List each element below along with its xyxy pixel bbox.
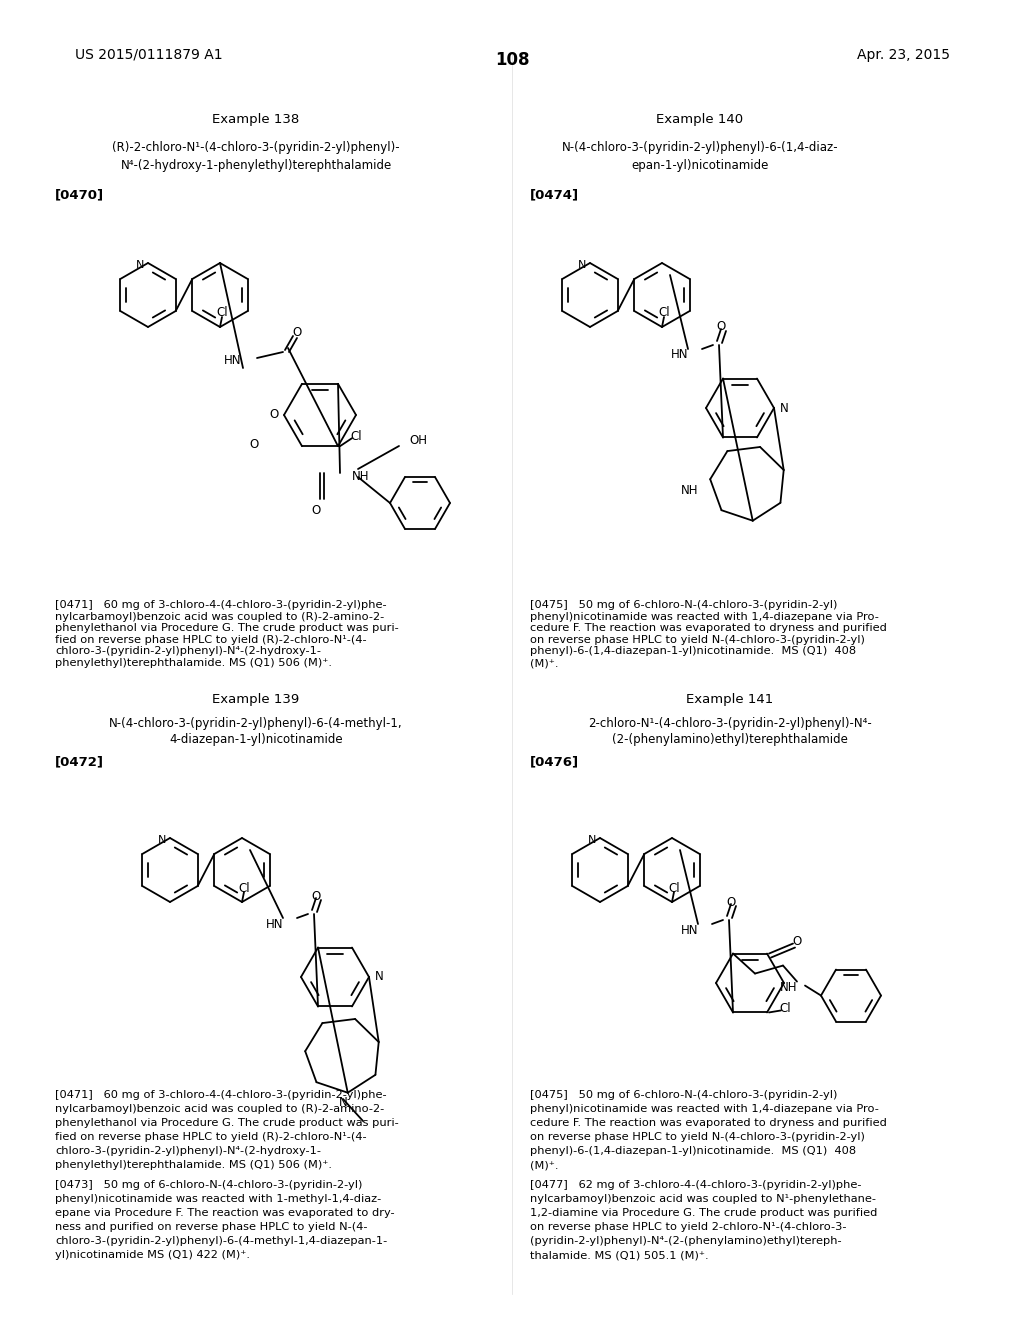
Text: N-(4-chloro-3-(pyridin-2-yl)phenyl)-6-(4-methyl-1,: N-(4-chloro-3-(pyridin-2-yl)phenyl)-6-(4… xyxy=(110,717,402,730)
Text: Example 141: Example 141 xyxy=(686,693,773,706)
Text: [0471]   60 mg of 3-chloro-4-(4-chloro-3-(pyridin-2-yl)phe-
nylcarbamoyl)benzoic: [0471] 60 mg of 3-chloro-4-(4-chloro-3-(… xyxy=(55,601,398,668)
Text: NH: NH xyxy=(681,484,698,498)
Text: [0475]   50 mg of 6-chloro-N-(4-chloro-3-(pyridin-2-yl)
phenyl)nicotinamide was : [0475] 50 mg of 6-chloro-N-(4-chloro-3-(… xyxy=(530,601,887,668)
Text: Example 139: Example 139 xyxy=(212,693,300,706)
Text: HN: HN xyxy=(681,924,698,936)
Text: Cl: Cl xyxy=(216,306,227,319)
Text: HN: HN xyxy=(671,348,688,362)
Text: O: O xyxy=(717,321,726,334)
Text: (2-(phenylamino)ethyl)terephthalamide: (2-(phenylamino)ethyl)terephthalamide xyxy=(612,734,848,747)
Text: N: N xyxy=(339,1097,347,1110)
Text: Example 140: Example 140 xyxy=(656,114,743,127)
Text: [0475]   50 mg of 6-chloro-N-(4-chloro-3-(pyridin-2-yl)
phenyl)nicotinamide was : [0475] 50 mg of 6-chloro-N-(4-chloro-3-(… xyxy=(530,1090,887,1170)
Text: (R)-2-chloro-N¹-(4-chloro-3-(pyridin-2-yl)phenyl)-: (R)-2-chloro-N¹-(4-chloro-3-(pyridin-2-y… xyxy=(113,141,399,154)
Text: [0471]   60 mg of 3-chloro-4-(4-chloro-3-(pyridin-2-yl)phe-
nylcarbamoyl)benzoic: [0471] 60 mg of 3-chloro-4-(4-chloro-3-(… xyxy=(55,1090,398,1170)
Text: [0476]: [0476] xyxy=(530,755,580,768)
Text: O: O xyxy=(269,408,279,421)
Text: N: N xyxy=(588,836,596,845)
Text: Cl: Cl xyxy=(350,430,361,442)
Text: N⁴-(2-hydroxy-1-phenylethyl)terephthalamide: N⁴-(2-hydroxy-1-phenylethyl)terephthalam… xyxy=(121,158,391,172)
Text: O: O xyxy=(250,438,259,451)
Text: Example 138: Example 138 xyxy=(212,114,300,127)
Text: [0474]: [0474] xyxy=(530,189,580,202)
Text: Cl: Cl xyxy=(239,882,250,895)
Text: Cl: Cl xyxy=(658,306,670,319)
Text: N: N xyxy=(158,836,166,845)
Text: HN: HN xyxy=(223,354,241,367)
Text: Cl: Cl xyxy=(779,1002,791,1015)
Text: [0472]: [0472] xyxy=(55,755,104,768)
Text: O: O xyxy=(793,935,802,948)
Text: [0477]   62 mg of 3-chloro-4-(4-chloro-3-(pyridin-2-yl)phe-
nylcarbamoyl)benzoic: [0477] 62 mg of 3-chloro-4-(4-chloro-3-(… xyxy=(530,1180,878,1261)
Text: O: O xyxy=(311,504,321,517)
Text: N: N xyxy=(136,260,144,271)
Text: NH: NH xyxy=(779,981,797,994)
Text: epan-1-yl)nicotinamide: epan-1-yl)nicotinamide xyxy=(632,158,769,172)
Text: O: O xyxy=(293,326,302,338)
Text: NH: NH xyxy=(352,470,370,483)
Text: 2-chloro-N¹-(4-chloro-3-(pyridin-2-yl)phenyl)-N⁴-: 2-chloro-N¹-(4-chloro-3-(pyridin-2-yl)ph… xyxy=(588,717,871,730)
Text: US 2015/0111879 A1: US 2015/0111879 A1 xyxy=(75,48,222,62)
Text: [0473]   50 mg of 6-chloro-N-(4-chloro-3-(pyridin-2-yl)
phenyl)nicotinamide was : [0473] 50 mg of 6-chloro-N-(4-chloro-3-(… xyxy=(55,1180,394,1261)
Text: O: O xyxy=(311,890,321,903)
Text: OH: OH xyxy=(409,433,427,446)
Text: Apr. 23, 2015: Apr. 23, 2015 xyxy=(857,48,950,62)
Text: N: N xyxy=(578,260,586,271)
Text: N: N xyxy=(779,401,788,414)
Text: [0470]: [0470] xyxy=(55,189,104,202)
Text: N: N xyxy=(375,970,383,983)
Text: N-(4-chloro-3-(pyridin-2-yl)phenyl)-6-(1,4-diaz-: N-(4-chloro-3-(pyridin-2-yl)phenyl)-6-(1… xyxy=(562,141,839,154)
Text: HN: HN xyxy=(265,917,283,931)
Text: 108: 108 xyxy=(495,51,529,69)
Text: O: O xyxy=(726,895,735,908)
Text: 4-diazepan-1-yl)nicotinamide: 4-diazepan-1-yl)nicotinamide xyxy=(169,734,343,747)
Text: Cl: Cl xyxy=(669,882,680,895)
